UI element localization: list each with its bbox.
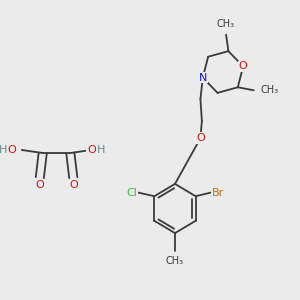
Text: O: O xyxy=(196,133,205,143)
Text: O: O xyxy=(239,61,248,71)
Text: O: O xyxy=(69,180,78,190)
Text: N: N xyxy=(199,73,207,82)
Text: CH₃: CH₃ xyxy=(166,256,184,266)
Text: O: O xyxy=(87,145,96,155)
Text: CH₃: CH₃ xyxy=(260,85,278,95)
Text: H: H xyxy=(0,145,7,155)
Text: H: H xyxy=(97,145,105,155)
Text: Br: Br xyxy=(212,188,224,198)
Text: Cl: Cl xyxy=(127,188,137,198)
Text: O: O xyxy=(35,180,44,190)
Text: CH₃: CH₃ xyxy=(217,19,235,29)
Text: O: O xyxy=(8,145,16,155)
